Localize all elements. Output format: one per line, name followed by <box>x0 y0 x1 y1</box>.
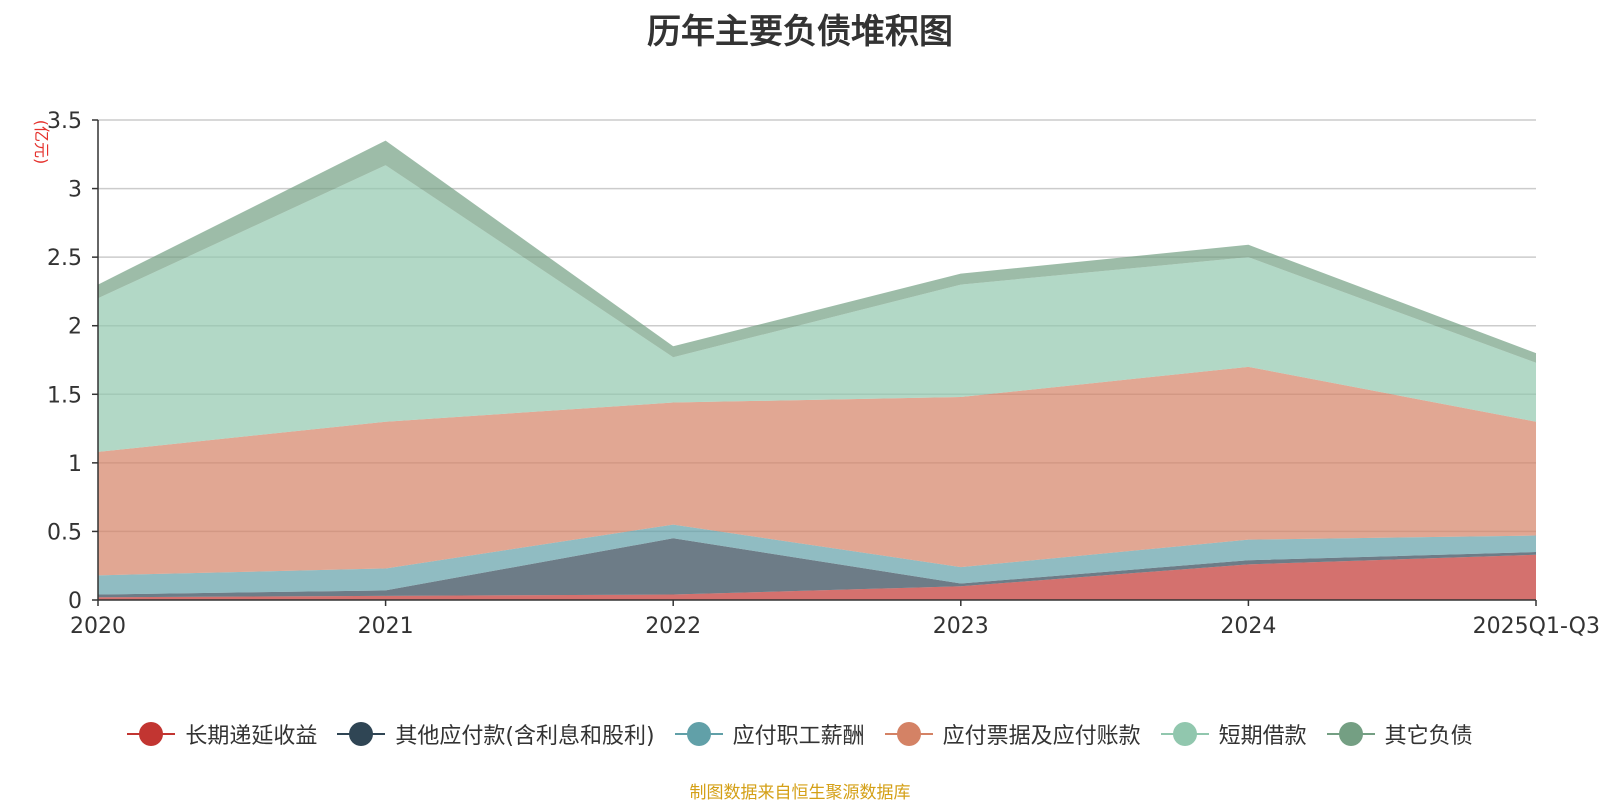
y-tick-label: 2.5 <box>47 246 82 271</box>
y-tick-label: 0 <box>68 589 82 614</box>
legend-item-5[interactable]: 其它负债 <box>1327 718 1473 750</box>
legend-marker-icon <box>337 721 385 747</box>
x-tick-label: 2024 <box>1220 614 1276 639</box>
legend-dot <box>139 722 163 746</box>
legend: 长期递延收益 其他应付款(含利息和股利) 应付职工薪酬 应付票据及应付账款 短期借款 其它… <box>0 718 1600 750</box>
x-tick-label: 2023 <box>933 614 989 639</box>
x-tick-label: 2022 <box>645 614 701 639</box>
legend-label: 应付职工薪酬 <box>733 718 865 750</box>
source-note: 制图数据来自恒生聚源数据库 <box>0 778 1600 803</box>
y-tick-label: 1.5 <box>47 383 82 408</box>
legend-marker-icon <box>1327 721 1375 747</box>
legend-dot <box>349 722 373 746</box>
legend-label: 长期递延收益 <box>185 718 317 750</box>
x-tick-label: 2020 <box>70 614 126 639</box>
legend-item-3[interactable]: 应付票据及应付账款 <box>885 718 1141 750</box>
legend-label: 其它负债 <box>1385 718 1473 750</box>
legend-marker-icon <box>885 721 933 747</box>
legend-label: 短期借款 <box>1219 718 1307 750</box>
y-tick-label: 1 <box>68 452 82 477</box>
legend-marker-icon <box>675 721 723 747</box>
legend-item-4[interactable]: 短期借款 <box>1161 718 1307 750</box>
legend-label: 应付票据及应付账款 <box>943 718 1141 750</box>
y-tick-label: 2 <box>68 315 82 340</box>
legend-item-1[interactable]: 其他应付款(含利息和股利) <box>337 718 654 750</box>
x-tick-label: 2025Q1-Q3 <box>1473 614 1600 639</box>
legend-dot <box>687 722 711 746</box>
legend-label: 其他应付款(含利息和股利) <box>395 718 654 750</box>
legend-item-2[interactable]: 应付职工薪酬 <box>675 718 865 750</box>
y-axis-unit-label: (亿元) <box>32 120 51 165</box>
legend-item-0[interactable]: 长期递延收益 <box>127 718 317 750</box>
legend-dot <box>897 722 921 746</box>
legend-marker-icon <box>1161 721 1209 747</box>
legend-dot <box>1173 722 1197 746</box>
y-tick-label: 3 <box>68 178 82 203</box>
stacked-areas <box>98 140 1536 600</box>
y-tick-label: 3.5 <box>47 109 82 134</box>
y-tick-label: 0.5 <box>47 520 82 545</box>
legend-marker-icon <box>127 721 175 747</box>
legend-dot <box>1339 722 1363 746</box>
x-tick-label: 2021 <box>358 614 414 639</box>
